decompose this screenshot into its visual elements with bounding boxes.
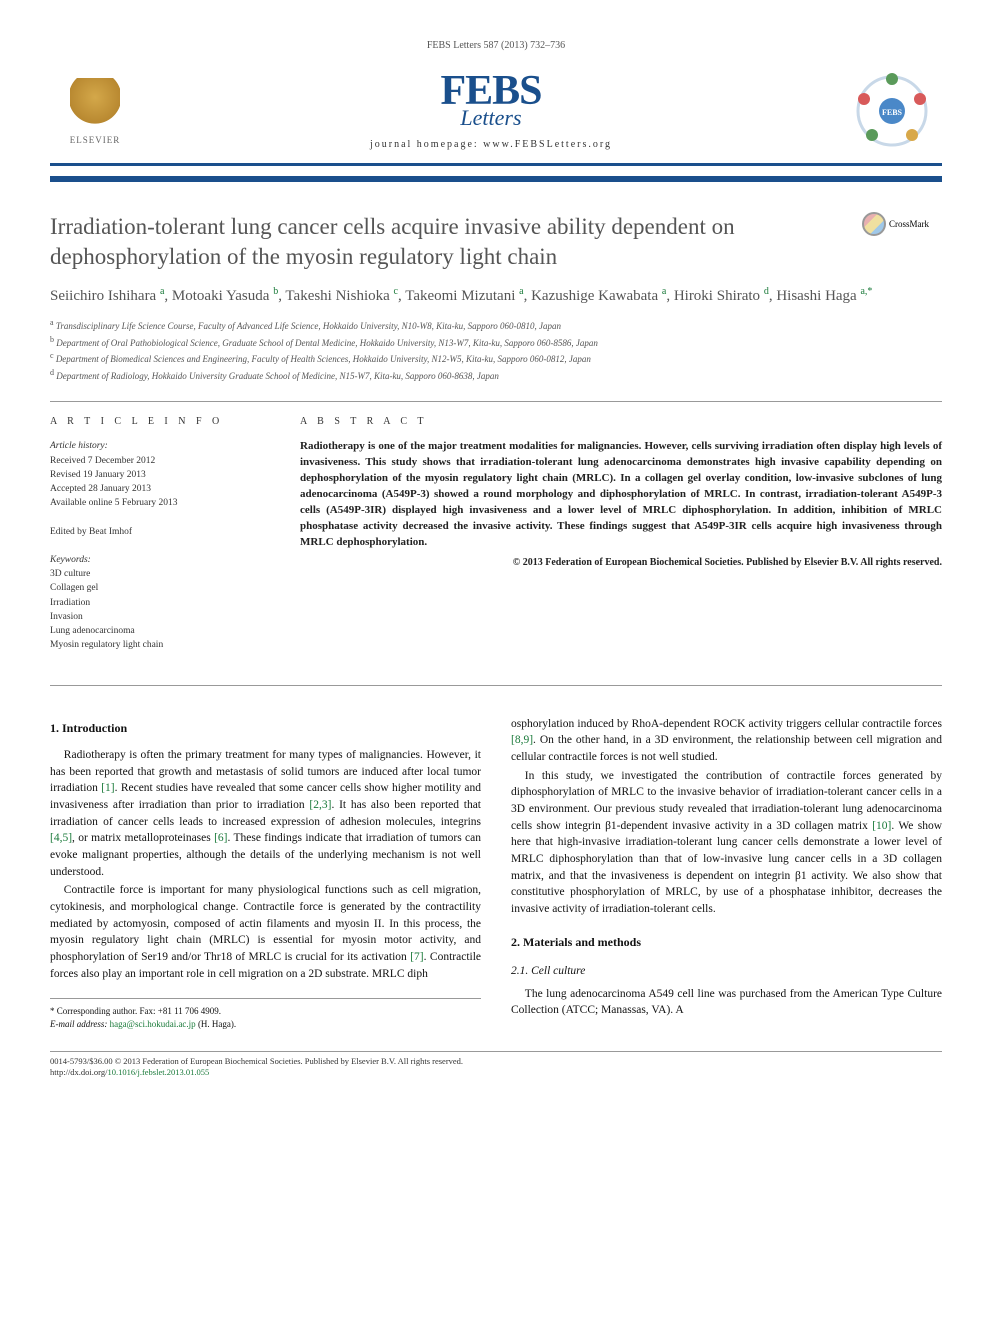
body-paragraph: The lung adenocarcinoma A549 cell line w… [511,986,942,1019]
keyword-line: Invasion [50,610,270,624]
keyword-line: Irradiation [50,596,270,610]
keyword-line: Collagen gel [50,581,270,595]
history-line: Available online 5 February 2013 [50,496,270,510]
doi-link[interactable]: 10.1016/j.febslet.2013.01.055 [107,1067,209,1077]
elsevier-label: ELSEVIER [70,135,121,145]
article-info-label: A R T I C L E I N F O [50,416,270,427]
elsevier-tree-icon [70,78,120,133]
article-history: Article history: Received 7 December 201… [50,439,270,510]
body-paragraph: Radiotherapy is often the primary treatm… [50,747,481,880]
section-heading-intro: 1. Introduction [50,720,481,737]
corresponding-name: (H. Haga). [198,1019,236,1029]
abstract-text: Radiotherapy is one of the major treatme… [300,439,942,551]
author-list: Seiichiro Ishihara a, Motoaki Yasuda b, … [50,284,942,308]
body-paragraph: osphorylation induced by RhoA-dependent … [511,716,942,766]
journal-subtitle: Letters [370,105,612,131]
affiliation-line: c Department of Biomedical Sciences and … [50,350,942,367]
doi-label: http://dx.doi.org/ [50,1067,107,1077]
page-citation: FEBS Letters 587 (2013) 732–736 [50,40,942,51]
body-columns: 1. Introduction Radiotherapy is often th… [50,716,942,1031]
history-line: Received 7 December 2012 [50,454,270,468]
corresponding-email[interactable]: haga@sci.hokudai.ac.jp [110,1019,196,1029]
affiliation-line: a Transdisciplinary Life Science Course,… [50,317,942,334]
abstract-column: A B S T R A C T Radiotherapy is one of t… [300,416,942,666]
journal-header-bar: ELSEVIER FEBS Letters journal homepage: … [50,71,942,166]
homepage-label: journal homepage: [370,139,479,150]
journal-homepage: journal homepage: www.FEBSLetters.org [370,139,612,150]
article-info-column: A R T I C L E I N F O Article history: R… [50,416,270,666]
body-paragraph: In this study, we investigated the contr… [511,768,942,918]
crossmark-label: CrossMark [889,219,929,229]
email-label: E-mail address: [50,1019,107,1029]
elsevier-logo: ELSEVIER [60,71,130,151]
header-divider [50,176,942,182]
society-logo-icon: FEBS [852,71,932,151]
crossmark-icon [862,212,886,236]
footer-issn: 0014-5793/$36.00 © 2013 Federation of Eu… [50,1056,942,1068]
keyword-line: Lung adenocarcinoma [50,624,270,638]
correspondence-block: * Corresponding author. Fax: +81 11 706 … [50,998,481,1030]
affiliations-list: a Transdisciplinary Life Science Course,… [50,317,942,383]
keywords-block: Keywords: 3D cultureCollagen gelIrradiat… [50,553,270,653]
affiliation-line: b Department of Oral Pathobiological Sci… [50,334,942,351]
keyword-line: 3D culture [50,567,270,581]
keyword-line: Myosin regulatory light chain [50,638,270,652]
crossmark-badge[interactable]: CrossMark [862,212,942,236]
abstract-copyright: © 2013 Federation of European Biochemica… [300,557,942,568]
section-heading-methods: 2. Materials and methods [511,934,942,951]
homepage-url[interactable]: www.FEBSLetters.org [483,139,612,150]
journal-logo: FEBS Letters journal homepage: www.FEBSL… [370,72,612,151]
history-line: Accepted 28 January 2013 [50,482,270,496]
svg-text:FEBS: FEBS [882,108,903,117]
subsection-heading: 2.1. Cell culture [511,963,942,980]
divider [50,401,942,402]
body-paragraph: Contractile force is important for many … [50,882,481,982]
divider [50,685,942,686]
history-heading: Article history: [50,439,270,453]
article-title: Irradiation-tolerant lung cancer cells a… [50,212,852,272]
history-line: Revised 19 January 2013 [50,468,270,482]
abstract-label: A B S T R A C T [300,416,942,427]
editor-line: Edited by Beat Imhof [50,525,270,539]
keywords-heading: Keywords: [50,553,270,567]
affiliation-line: d Department of Radiology, Hokkaido Univ… [50,367,942,384]
corresponding-author: * Corresponding author. Fax: +81 11 706 … [50,1005,481,1018]
page-footer: 0014-5793/$36.00 © 2013 Federation of Eu… [50,1051,942,1080]
